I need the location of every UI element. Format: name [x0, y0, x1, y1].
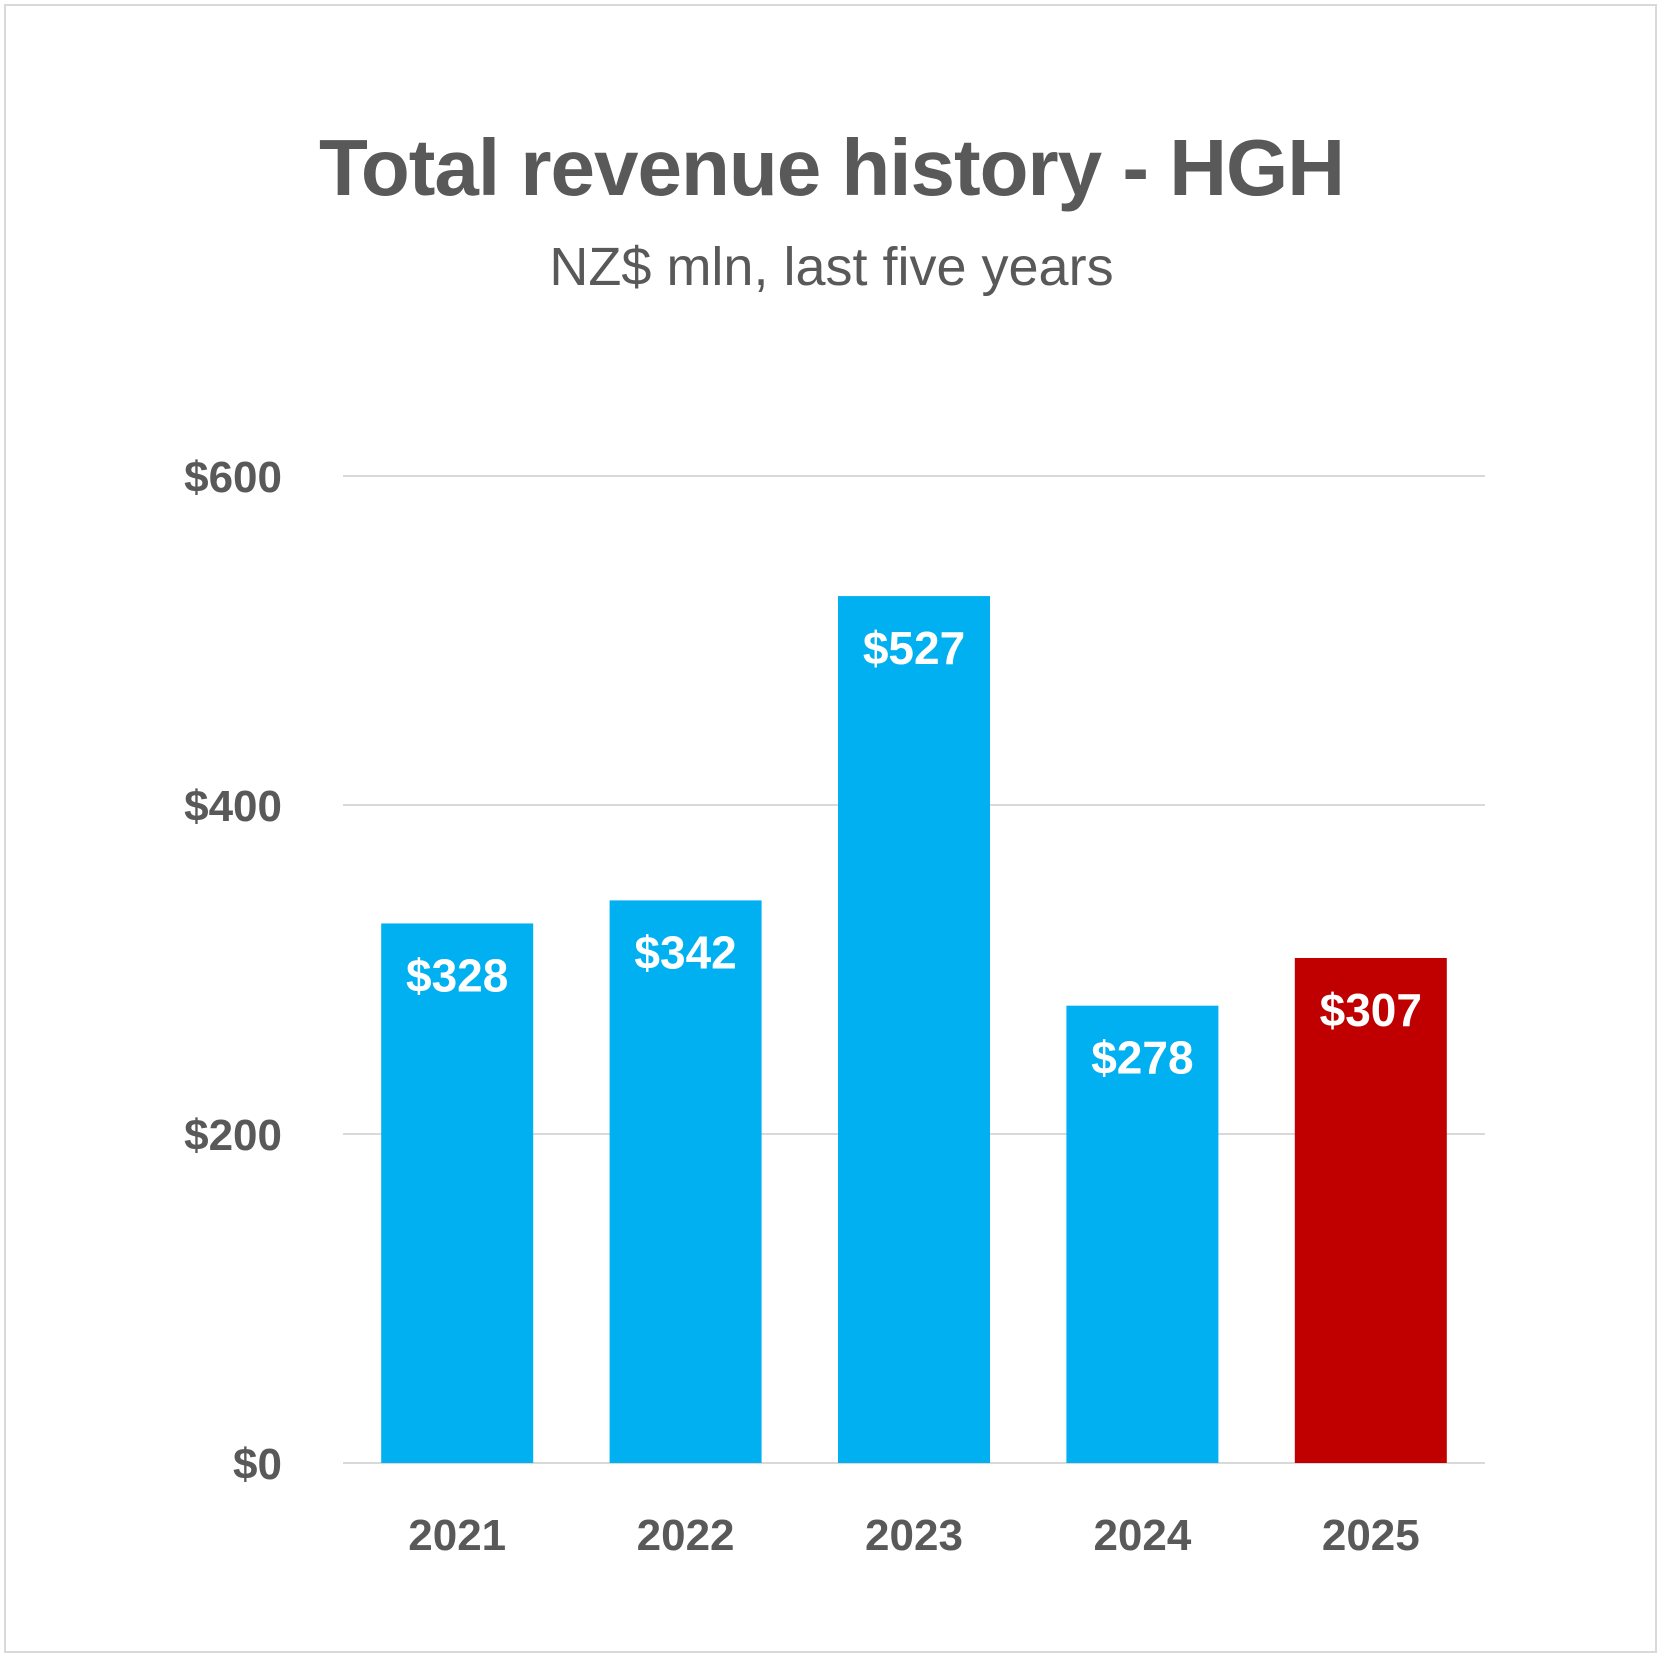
y-tick-label: $0 — [233, 1440, 282, 1489]
bar-2023 — [838, 596, 990, 1463]
y-tick-label: $400 — [184, 782, 282, 831]
data-label: $527 — [863, 622, 965, 674]
x-axis-category-labels: 2021 2022 2023 2024 2025 — [408, 1511, 1419, 1560]
bar-2021 — [381, 923, 534, 1463]
y-axis-tick-labels: $0 $200 $400 $600 — [184, 453, 282, 1489]
y-tick-label: $200 — [184, 1111, 282, 1160]
x-category-label: 2023 — [865, 1511, 963, 1560]
bar-2022 — [609, 900, 762, 1463]
data-label: $328 — [406, 949, 508, 1001]
data-labels: $328 $342 $527 $278 $307 — [406, 622, 1422, 1084]
x-category-label: 2021 — [408, 1511, 506, 1560]
y-tick-label: $600 — [184, 453, 282, 502]
x-category-label: 2025 — [1322, 1511, 1420, 1560]
x-category-label: 2022 — [637, 1511, 735, 1560]
data-label: $278 — [1091, 1032, 1193, 1084]
bar-2024 — [1066, 1005, 1219, 1463]
x-category-label: 2024 — [1093, 1511, 1191, 1560]
data-label: $342 — [634, 926, 736, 978]
bars — [381, 596, 1447, 1463]
chart-subtitle: NZ$ mln, last five years — [549, 237, 1114, 297]
bar-2025 — [1294, 957, 1447, 1463]
chart-title: Total revenue history - HGH — [318, 123, 1345, 212]
data-label: $307 — [1320, 984, 1422, 1036]
